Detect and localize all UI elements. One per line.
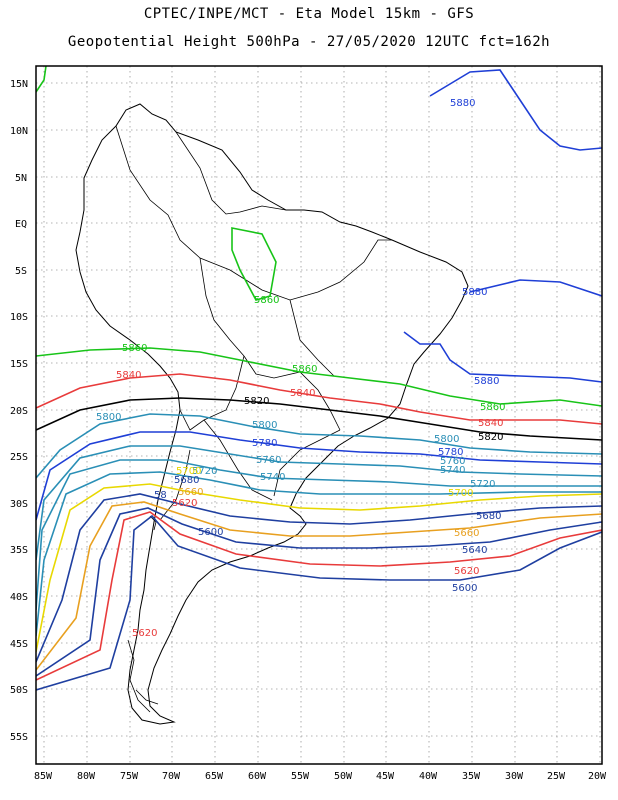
lon-label: 30W <box>505 771 524 782</box>
contour-label: 5820 <box>478 432 503 443</box>
lat-label: 15N <box>10 79 28 90</box>
lat-label: 15S <box>10 359 28 370</box>
lat-label: 5S <box>15 266 27 277</box>
lon-label: 85W <box>34 771 53 782</box>
contour-5680 <box>36 493 602 663</box>
contour-label: 5660 <box>178 487 203 498</box>
contour-label: 5840 <box>478 418 503 429</box>
contour-label: 5760 <box>256 455 281 466</box>
contour-5720 <box>36 471 602 637</box>
lon-label: 75W <box>120 771 139 782</box>
contour-label: 5700 <box>448 488 473 499</box>
lon-label: 50W <box>334 771 353 782</box>
lon-label: 40W <box>419 771 438 782</box>
contour-5700 <box>36 483 602 653</box>
contour-label: 5600 <box>452 583 477 594</box>
contour-5600 <box>36 514 602 691</box>
lat-label: 5N <box>15 173 27 184</box>
contour-label: 5680 <box>174 475 199 486</box>
map-title-line1: CPTEC/INPE/MCT - Eta Model 15km - GFS <box>143 6 475 22</box>
contour-label: 5620 <box>454 566 479 577</box>
contour-5740 <box>36 459 602 611</box>
lon-label: 45W <box>376 771 395 782</box>
contour-5860 <box>36 66 47 93</box>
contour-label: 5860 <box>480 402 505 413</box>
lon-label: 25W <box>547 771 566 782</box>
map-frame <box>35 65 603 765</box>
contour-label: 5860 <box>122 343 147 354</box>
contour-label: 5720 <box>470 479 495 490</box>
lon-label: 70W <box>162 771 181 782</box>
contour-label: 5880 <box>450 98 475 109</box>
contour-5760 <box>36 445 602 561</box>
graticule <box>36 66 602 764</box>
country-borders <box>115 125 392 521</box>
contour-label: 5680 <box>476 511 501 522</box>
contour-label: 5740 <box>440 465 465 476</box>
contour-5860 <box>231 227 277 301</box>
lat-label: 50S <box>10 685 28 696</box>
contour-5800 <box>36 413 602 479</box>
lat-label: EQ <box>15 219 27 230</box>
contour-label: 5840 <box>116 370 141 381</box>
lat-label: 10N <box>10 126 28 137</box>
contour-label: 5780 <box>252 438 277 449</box>
contour-label: 5840 <box>290 388 315 399</box>
contour-label: 5800 <box>252 420 277 431</box>
lat-label: 10S <box>10 312 28 323</box>
contour-label: 5760 <box>440 456 465 467</box>
patagonia-islands <box>127 515 159 713</box>
lat-label: 20S <box>10 406 28 417</box>
contour-5840 <box>36 373 602 425</box>
contour-label: 5800 <box>434 434 459 445</box>
lon-label: 35W <box>462 771 481 782</box>
contour-label: 5880 <box>474 376 499 387</box>
lat-label: 25S <box>10 452 28 463</box>
contour-label: 58 <box>154 490 167 501</box>
map-title-line2: Geopotential Height 500hPa - 27/05/2020 … <box>67 34 551 50</box>
contour-label: 5720 <box>192 466 217 477</box>
contour-5660 <box>36 501 602 671</box>
contour-5640 <box>36 507 602 677</box>
contour-label: 5820 <box>244 396 269 407</box>
contour-label: 5880 <box>462 287 487 298</box>
contour-label: 5740 <box>260 472 285 483</box>
contour-5780 <box>36 431 602 521</box>
contour-5880 <box>403 331 602 383</box>
contour-labels: 5880 5880 5880 5860 5860 5860 5860 5840 … <box>96 98 505 639</box>
lat-label: 45S <box>10 639 28 650</box>
lon-label: 55W <box>291 771 310 782</box>
contour-label: 5860 <box>292 364 317 375</box>
contour-label: 5800 <box>96 412 121 423</box>
height-contours <box>36 66 602 691</box>
contour-label: 5660 <box>454 528 479 539</box>
lat-label: 35S <box>10 545 28 556</box>
lon-label: 65W <box>205 771 224 782</box>
contour-label: 5600 <box>198 527 223 538</box>
contour-5860 <box>36 347 602 407</box>
contour-label: 5620 <box>132 628 157 639</box>
lat-label: 55S <box>10 732 28 743</box>
lon-label: 80W <box>77 771 96 782</box>
lon-label: 20W <box>588 771 607 782</box>
lat-label: 30S <box>10 499 28 510</box>
contour-label: 5640 <box>462 545 487 556</box>
contour-5820 <box>36 397 602 441</box>
contour-label: 5620 <box>172 498 197 509</box>
contour-label: 5860 <box>254 295 279 306</box>
contour-label: 5780 <box>438 447 463 458</box>
contour-5880 <box>469 279 602 297</box>
longitude-labels: 85W 80W 75W 70W 65W 60W 55W 50W 45W 40W … <box>34 771 607 782</box>
latitude-labels: 15N 10N 5N EQ 5S 10S 15S 20S 25S 30S 35S… <box>10 79 28 743</box>
lat-label: 40S <box>10 592 28 603</box>
contour-5880 <box>429 69 602 151</box>
contour-5620 <box>36 511 602 681</box>
contour-label: 5700 <box>176 466 201 477</box>
lon-label: 60W <box>248 771 267 782</box>
